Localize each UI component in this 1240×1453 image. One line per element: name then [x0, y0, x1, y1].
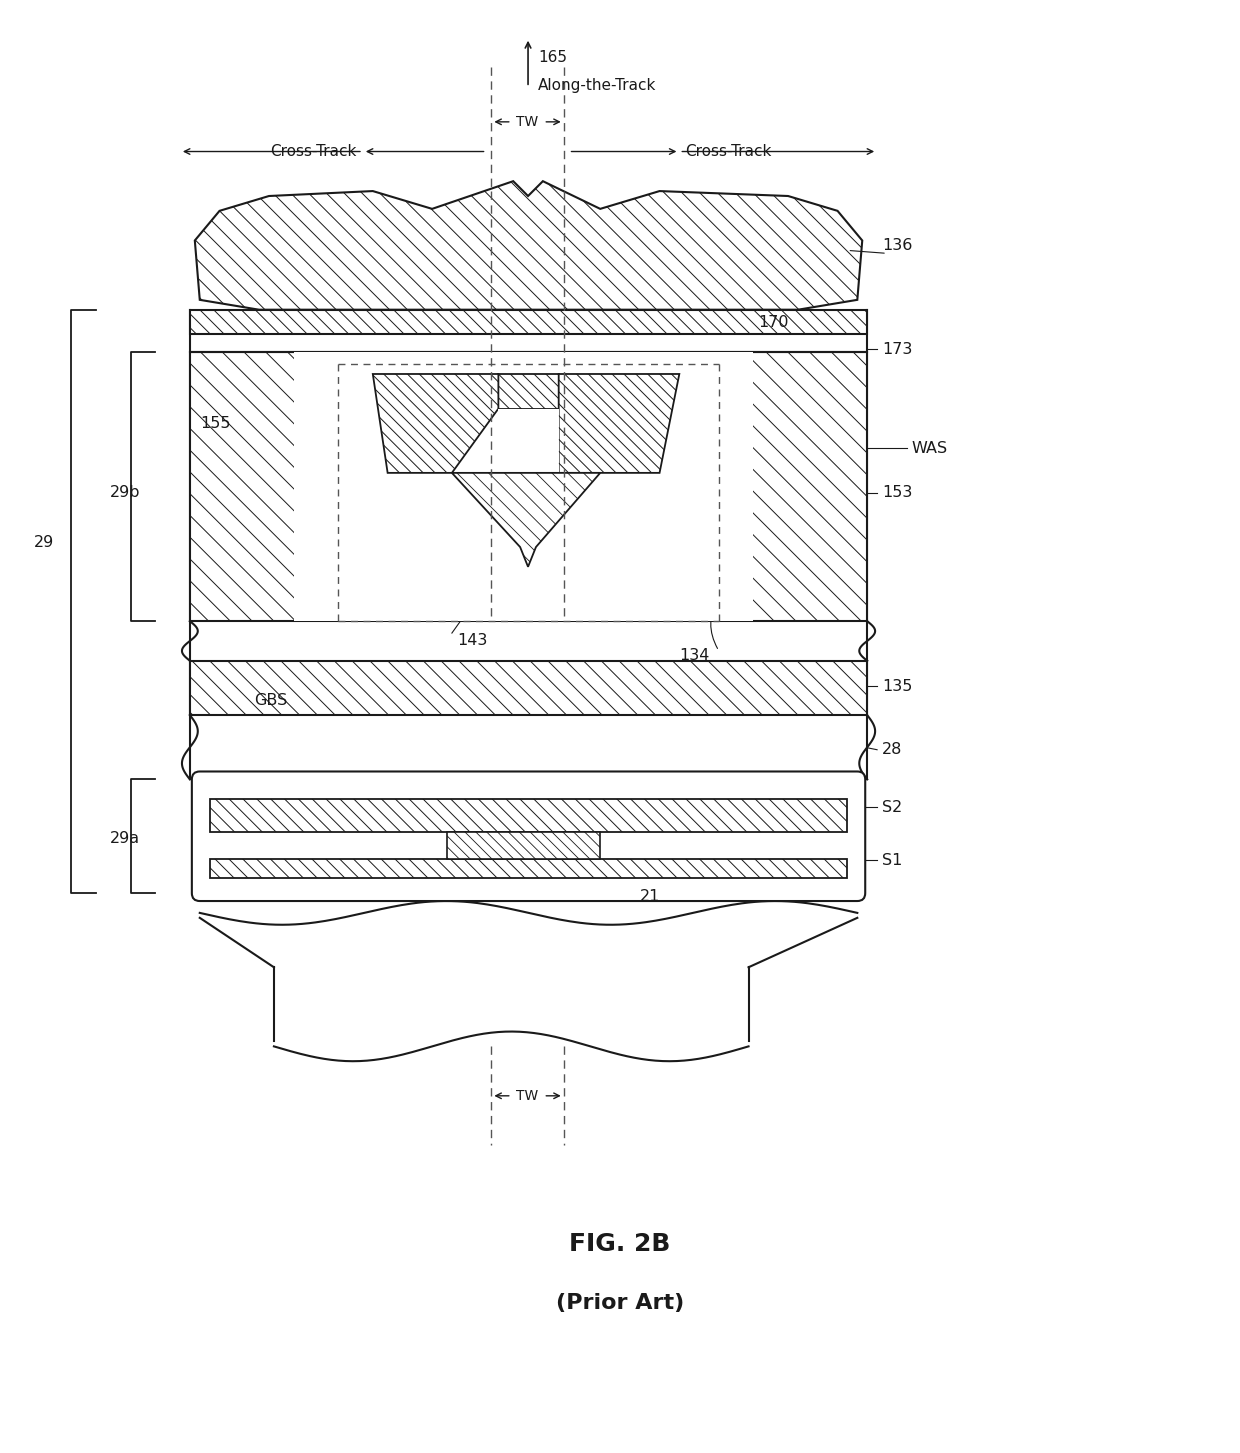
Text: 157: 157 [322, 411, 353, 426]
Text: 134: 134 [680, 648, 709, 664]
Bar [498, 408, 559, 472]
Text: 29a: 29a [110, 831, 140, 846]
Polygon shape [210, 799, 847, 831]
Text: WAS: WAS [911, 440, 947, 456]
Text: 21: 21 [640, 889, 660, 904]
FancyBboxPatch shape [294, 352, 754, 622]
Polygon shape [498, 373, 559, 408]
FancyBboxPatch shape [192, 772, 866, 901]
Polygon shape [190, 661, 867, 715]
Text: Cross-Track: Cross-Track [270, 144, 357, 158]
Polygon shape [373, 373, 498, 472]
Text: 153: 153 [882, 485, 913, 500]
Text: Cross-Track: Cross-Track [686, 144, 773, 158]
Polygon shape [210, 860, 847, 878]
Text: Along-the-Track: Along-the-Track [538, 78, 656, 93]
Text: GBS: GBS [254, 693, 288, 708]
Polygon shape [559, 373, 680, 472]
Text: 165: 165 [538, 49, 567, 65]
Text: 157: 157 [625, 411, 656, 426]
Text: 155: 155 [200, 416, 231, 432]
Text: 29: 29 [35, 535, 55, 549]
Text: (Prior Art): (Prior Art) [556, 1293, 684, 1314]
Polygon shape [190, 352, 867, 622]
Polygon shape [195, 182, 862, 309]
Text: 143: 143 [456, 634, 487, 648]
Text: S2: S2 [882, 799, 903, 815]
Polygon shape [446, 831, 600, 860]
Text: TW: TW [516, 1088, 538, 1103]
Text: 173: 173 [882, 341, 913, 357]
Text: 29b: 29b [110, 485, 140, 500]
Text: S1: S1 [882, 853, 903, 867]
Text: FIG. 2B: FIG. 2B [569, 1232, 671, 1257]
Text: 135: 135 [882, 679, 913, 695]
Text: 141: 141 [383, 485, 413, 500]
Text: TW: TW [516, 115, 538, 129]
Text: 136: 136 [882, 238, 913, 253]
Text: 181: 181 [541, 811, 572, 827]
Text: 170: 170 [759, 315, 789, 330]
Text: 190: 190 [565, 356, 596, 372]
Polygon shape [451, 472, 600, 567]
Text: 28: 28 [882, 742, 903, 757]
Polygon shape [190, 309, 867, 334]
